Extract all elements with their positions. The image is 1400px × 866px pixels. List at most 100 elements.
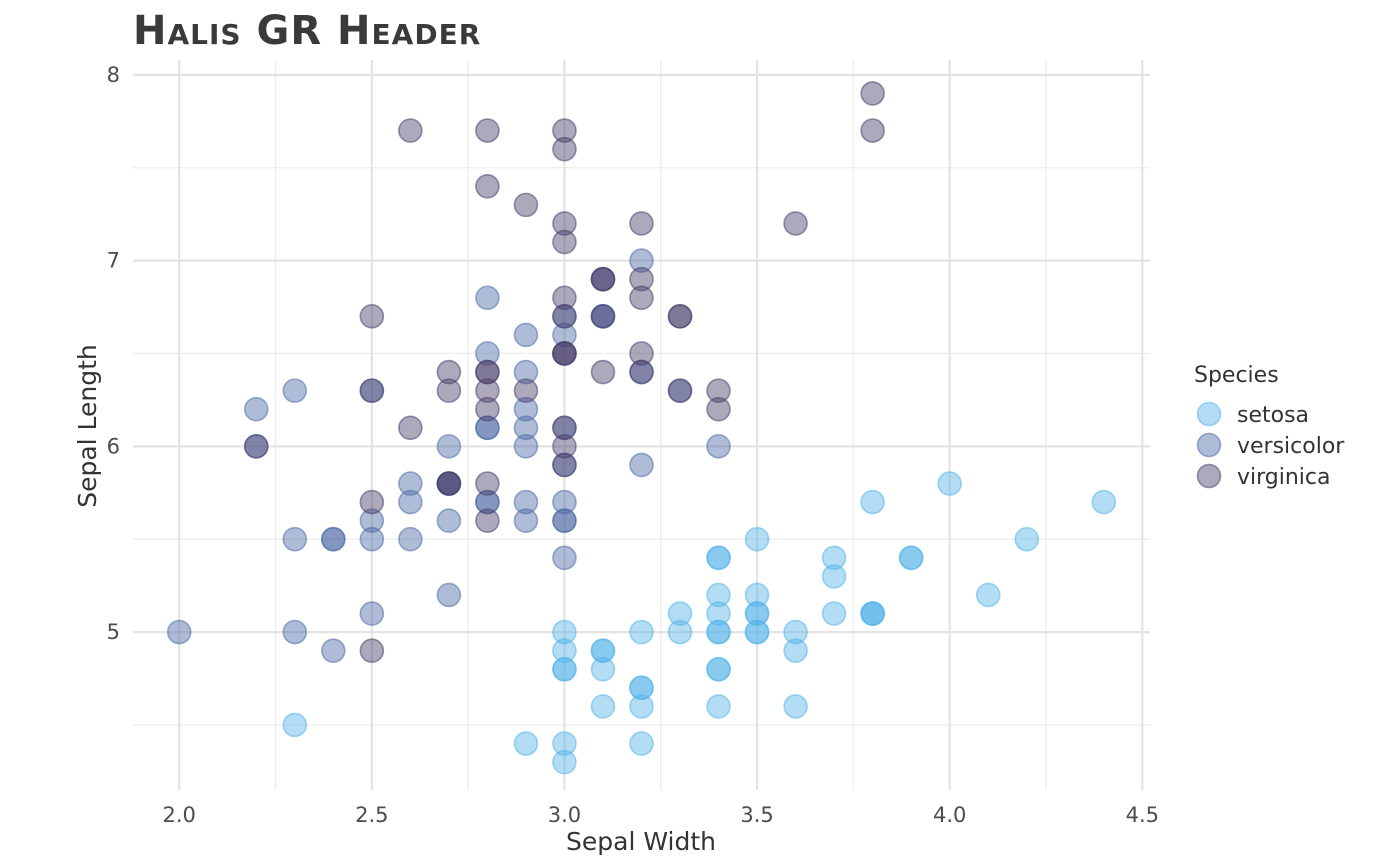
data-point-setosa — [975, 582, 1001, 608]
chart-title: Halis GR Header — [133, 8, 482, 54]
data-point-virginica — [552, 136, 577, 162]
data-point-virginica — [667, 378, 693, 403]
data-point-virginica — [475, 378, 500, 403]
data-point-setosa — [282, 712, 308, 738]
data-point-setosa — [629, 619, 654, 645]
data-point-virginica — [590, 359, 616, 385]
data-point-setosa — [706, 656, 731, 682]
legend-key-setosa — [1196, 401, 1222, 427]
data-point-setosa — [744, 526, 770, 552]
data-point-virginica — [783, 211, 808, 236]
data-point-setosa — [821, 564, 847, 589]
data-point-setosa — [590, 656, 616, 682]
data-point-setosa — [706, 619, 731, 645]
data-point-versicolor — [475, 489, 500, 515]
legend-title: Species — [1194, 363, 1279, 388]
data-point-setosa — [783, 638, 808, 663]
data-point-versicolor — [359, 508, 385, 533]
data-point-versicolor — [282, 378, 308, 403]
data-point-virginica — [629, 341, 654, 366]
data-point-versicolor — [475, 415, 500, 441]
data-point-virginica — [436, 471, 462, 496]
data-point-virginica — [706, 396, 731, 422]
data-point-virginica — [475, 118, 500, 143]
data-point-setosa — [706, 601, 731, 626]
data-point-versicolor — [629, 248, 654, 273]
data-point-versicolor — [398, 471, 423, 496]
x-tick-label: 3.5 — [740, 803, 773, 827]
data-point-virginica — [552, 434, 577, 459]
data-point-setosa — [552, 656, 577, 682]
data-point-setosa — [552, 638, 577, 663]
y-axis-ticks: 5 6 7 8 — [107, 63, 120, 644]
x-axis-title: Sepal Width — [566, 827, 716, 856]
data-point-setosa — [667, 601, 693, 626]
data-point-setosa — [552, 749, 577, 775]
data-point-virginica — [860, 118, 885, 143]
data-point-virginica — [629, 266, 654, 292]
legend: Species setosa versicolor virginica — [1194, 363, 1345, 490]
data-point-virginica — [398, 118, 423, 143]
data-point-virginica — [359, 304, 385, 329]
data-point-virginica — [629, 359, 654, 385]
x-tick-label: 4.0 — [933, 803, 966, 827]
legend-label-virginica: virginica — [1237, 465, 1331, 490]
data-point-virginica — [552, 452, 577, 478]
x-axis-ticks: 2.0 2.5 3.0 3.5 4.0 4.5 — [163, 803, 1159, 827]
data-point-virginica — [475, 508, 500, 533]
data-point-versicolor — [513, 322, 539, 348]
data-point-versicolor — [475, 285, 500, 311]
data-point-setosa — [744, 601, 770, 626]
data-point-setosa — [898, 545, 924, 571]
data-point-virginica — [513, 378, 539, 403]
data-point-setosa — [783, 619, 808, 645]
x-tick-label: 2.5 — [355, 803, 388, 827]
data-point-versicolor — [166, 619, 192, 645]
data-point-virginica — [552, 229, 577, 255]
data-point-setosa — [629, 731, 654, 756]
data-point-setosa — [783, 694, 808, 719]
x-tick-label: 2.0 — [163, 803, 196, 827]
y-tick-label: 8 — [107, 63, 120, 87]
legend-label-versicolor: versicolor — [1237, 434, 1345, 459]
data-point-setosa — [552, 619, 577, 645]
x-tick-label: 4.5 — [1126, 803, 1159, 827]
data-point-setosa — [860, 489, 885, 515]
data-point-virginica — [552, 304, 577, 329]
data-point-virginica — [359, 489, 385, 515]
data-point-versicolor — [436, 582, 462, 608]
data-point-virginica — [552, 341, 577, 366]
y-tick-label: 7 — [107, 249, 120, 273]
data-point-versicolor — [243, 396, 269, 422]
data-point-versicolor — [629, 452, 654, 478]
data-point-virginica — [359, 638, 385, 663]
data-point-virginica — [398, 415, 423, 441]
data-point-versicolor — [321, 526, 346, 552]
data-point-setosa — [513, 731, 539, 756]
data-point-versicolor — [398, 489, 423, 515]
data-point-virginica — [475, 174, 500, 199]
legend-key-virginica — [1196, 463, 1222, 489]
data-point-setosa — [860, 601, 885, 626]
data-point-virginica — [706, 378, 731, 403]
data-point-setosa — [706, 694, 731, 719]
data-point-virginica — [629, 211, 654, 236]
data-point-virginica — [552, 211, 577, 236]
data-point-setosa — [937, 471, 962, 496]
data-point-versicolor — [359, 601, 385, 626]
data-point-versicolor — [475, 341, 500, 366]
data-point-setosa — [821, 545, 847, 571]
data-point-setosa — [821, 601, 847, 626]
data-point-setosa — [552, 731, 577, 756]
data-point-versicolor — [513, 489, 539, 515]
data-point-setosa — [667, 619, 693, 645]
data-point-versicolor — [398, 526, 423, 552]
legend-key-versicolor — [1196, 432, 1222, 458]
x-tick-label: 3.0 — [548, 803, 581, 827]
data-point-setosa — [590, 638, 616, 663]
data-point-versicolor — [552, 545, 577, 571]
data-point-virginica — [243, 434, 269, 459]
data-point-versicolor — [513, 434, 539, 459]
data-point-virginica — [552, 285, 577, 311]
